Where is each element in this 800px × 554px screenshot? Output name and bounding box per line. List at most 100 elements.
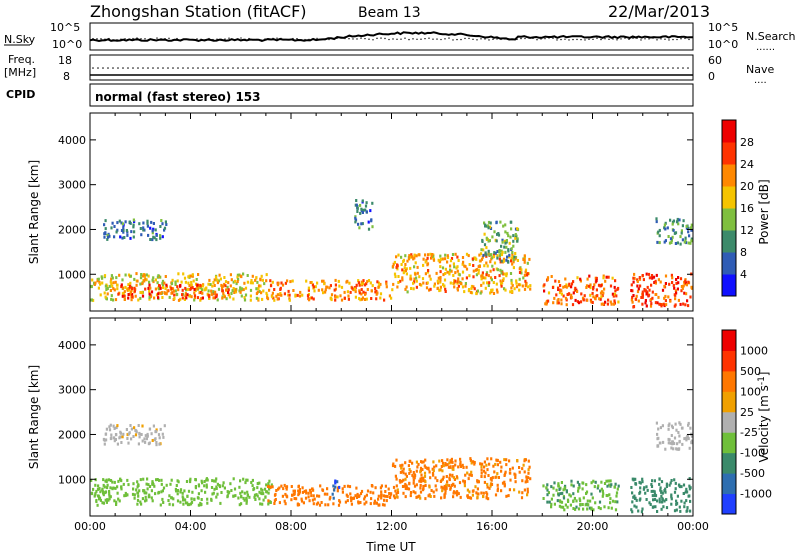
velocity-cell [297, 493, 300, 497]
nsky-search-dot [352, 38, 354, 40]
power-cell [564, 277, 567, 281]
power-cell [452, 262, 455, 266]
power-cell [239, 290, 242, 294]
velocity-cell [462, 479, 465, 483]
power-cell [174, 283, 177, 286]
velocity-cell [407, 464, 410, 468]
power-cell [433, 282, 436, 286]
velocity-cell [232, 494, 235, 498]
velocity-cell [644, 491, 647, 495]
velocity-cell [309, 490, 312, 494]
power-cell [227, 293, 230, 297]
power-cell [690, 228, 693, 232]
velocity-cell [363, 502, 366, 506]
velocity-cell [109, 486, 112, 490]
velocity-cell [380, 490, 383, 494]
velocity-cell [452, 495, 455, 499]
power-cell [489, 291, 492, 295]
power-cell [479, 259, 482, 263]
power-cell [212, 281, 215, 284]
velocity-cell [351, 496, 355, 500]
velocity-cell [674, 422, 677, 426]
velocity-cell [513, 488, 516, 492]
power-cell [271, 295, 274, 299]
nsky-search-dot [244, 38, 246, 41]
velocity-cell [688, 477, 691, 481]
velocity-cell [327, 503, 330, 507]
power-cell [483, 243, 487, 247]
velocity-colorbar-segment [722, 391, 736, 413]
power-cell [413, 277, 416, 281]
velocity-cell [168, 494, 171, 498]
velocity-cell [446, 483, 449, 487]
velocity-cell [678, 440, 681, 444]
power-cell [634, 297, 638, 301]
velocity-cell [269, 485, 272, 489]
power-cell [680, 289, 683, 293]
power-cell [514, 233, 517, 236]
velocity-cell [550, 505, 553, 509]
nsky-search-dot [376, 37, 378, 40]
velocity-cell [452, 476, 455, 480]
power-cell [502, 257, 506, 261]
velocity-cell [445, 486, 448, 490]
power-cell [177, 288, 180, 292]
velocity-cell [637, 509, 640, 513]
velocity-cell [671, 440, 674, 444]
velocity-cell [394, 464, 397, 468]
freq-nave-dot [367, 67, 369, 69]
velocity-cell [120, 487, 123, 491]
velocity-cell [490, 482, 493, 486]
power-cell [358, 226, 361, 230]
velocity-cell [459, 460, 462, 464]
velocity-cell [315, 502, 318, 506]
power-cell [415, 279, 418, 283]
freq-nave-dot [412, 67, 414, 69]
power-cell [203, 288, 206, 292]
power-cell [690, 223, 693, 227]
power-cell [214, 290, 217, 294]
power-cell [523, 260, 526, 264]
power-cell [334, 298, 337, 302]
power-cell [127, 296, 130, 300]
power-cell [476, 289, 479, 293]
velocity-cell [499, 460, 502, 464]
velocity-cell [420, 473, 423, 477]
freq-nave-dot [597, 67, 599, 69]
velocity-cell [597, 484, 600, 488]
power-cell [614, 279, 617, 283]
velocity-cell [596, 486, 599, 490]
freq-nave-dot [207, 67, 209, 69]
power-cell [481, 255, 484, 259]
cpid-panel: CPID normal (fast stereo) 153 [6, 83, 694, 107]
power-cell [201, 291, 204, 295]
power-cell [177, 272, 180, 276]
power-cell [361, 281, 365, 285]
velocity-cell [277, 487, 280, 491]
power-cell [410, 277, 413, 281]
velocity-cell [171, 503, 175, 507]
power-cell [405, 267, 408, 271]
power-cell [170, 282, 174, 286]
power-cell [672, 228, 675, 232]
velocity-cell [457, 492, 460, 496]
power-cell [523, 254, 526, 258]
velocity-cell [116, 491, 119, 495]
power-cell [418, 275, 421, 279]
velocity-cell [365, 493, 368, 497]
nsky-search-dot [208, 37, 210, 40]
freq-nave-dot [312, 67, 314, 69]
power-cell [669, 299, 672, 303]
power-cell [166, 289, 169, 293]
power-cell [677, 222, 680, 226]
freq-nave-dot [202, 67, 204, 69]
freq-nave-dot [672, 67, 674, 69]
nsky-search-dot [536, 39, 538, 41]
power-cell [491, 264, 494, 268]
velocity-cell [411, 473, 414, 477]
velocity-cell [668, 422, 671, 426]
power-cell [236, 280, 239, 284]
power-cell [122, 230, 125, 234]
velocity-cell [689, 499, 692, 503]
